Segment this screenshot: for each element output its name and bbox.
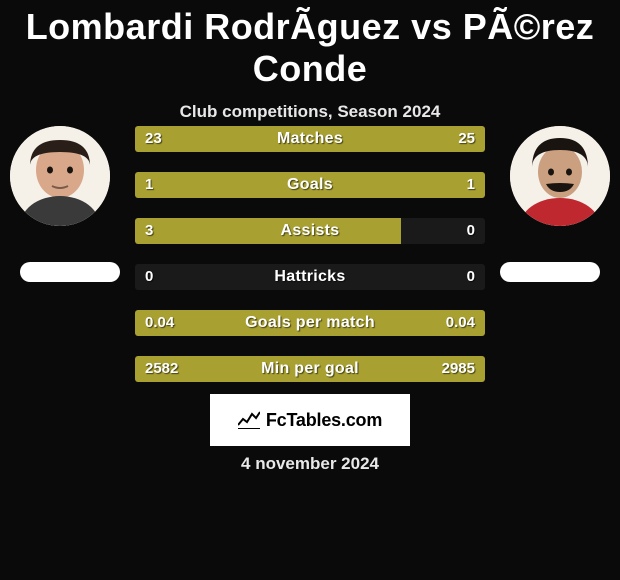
stat-row: 0.040.04Goals per match (135, 310, 485, 336)
stat-row: 11Goals (135, 172, 485, 198)
branding-logo: FcTables.com (210, 394, 410, 446)
stat-row: 00Hattricks (135, 264, 485, 290)
branding-label: FcTables.com (266, 410, 382, 431)
stat-label: Min per goal (135, 356, 485, 382)
avatar-right-icon (510, 126, 610, 226)
chart-line-icon (238, 411, 260, 429)
stats-container: 2325Matches 11Goals 30Assists 00Hattricks 0.… (135, 126, 485, 402)
date-label: 4 november 2024 (0, 454, 620, 474)
stat-label: Goals per match (135, 310, 485, 336)
player-right-avatar (510, 126, 610, 226)
stat-row: 2325Matches (135, 126, 485, 152)
stat-label: Matches (135, 126, 485, 152)
avatar-left-icon (10, 126, 110, 226)
player-left-name-pill (20, 262, 120, 282)
stat-row: 25822985Min per goal (135, 356, 485, 382)
player-left-avatar (10, 126, 110, 226)
stat-label: Hattricks (135, 264, 485, 290)
stat-row: 30Assists (135, 218, 485, 244)
page-title: Lombardi RodrÃ­guez vs PÃ©rez Conde (0, 0, 620, 90)
subtitle: Club competitions, Season 2024 (0, 102, 620, 122)
stat-label: Goals (135, 172, 485, 198)
stat-label: Assists (135, 218, 485, 244)
player-right-name-pill (500, 262, 600, 282)
